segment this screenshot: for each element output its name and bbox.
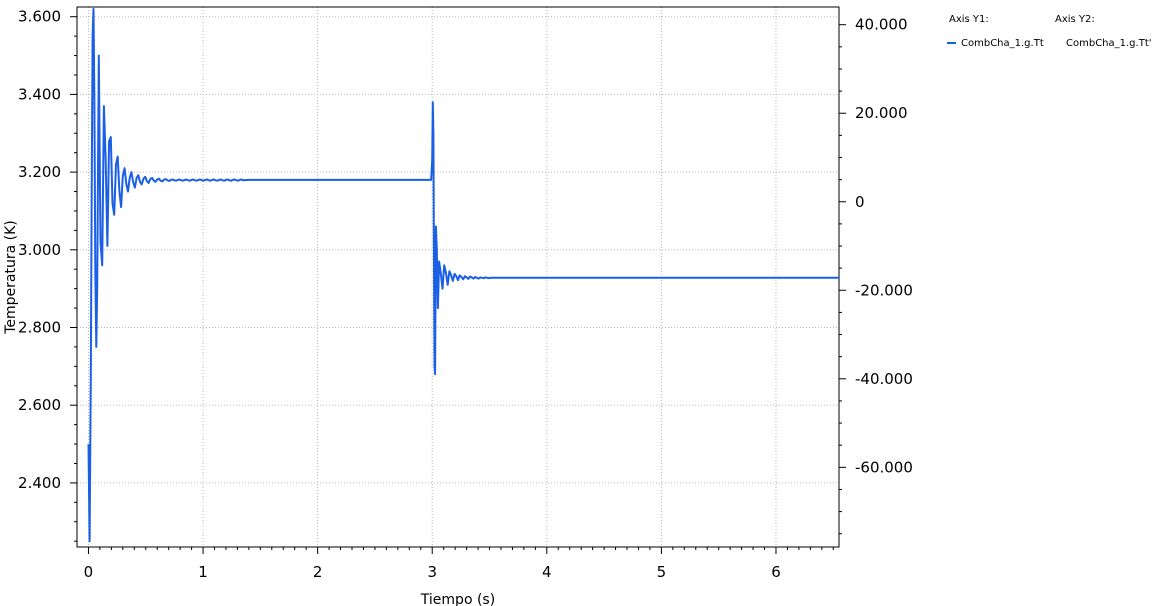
legend-swatch-y1 — [947, 42, 956, 44]
y1-tick-label: 3.200 — [18, 163, 61, 181]
axes: 0 1 2 3 4 5 6 2.400 2.600 2.800 3.000 3.200 3.400 3.6… — [18, 8, 913, 581]
series-layer — [87, 7, 839, 543]
y1-tick-label: 3.600 — [18, 8, 61, 26]
y-axis-label: Temperatura (K) — [3, 220, 19, 335]
x-tick-label: 2 — [313, 563, 323, 581]
legend: Axis Y1: Axis Y2: CombCha_1.g.Tt CombCha… — [940, 10, 1155, 60]
x-tick-label: 4 — [542, 563, 552, 581]
legend-y2-header: Axis Y2: — [1055, 14, 1095, 25]
y2-tick-label: 0 — [855, 193, 865, 211]
y2-tick-label: 40.000 — [855, 16, 908, 34]
y2-tick-label: -40.000 — [855, 370, 913, 388]
legend-item-y2[interactable]: CombCha_1.g.Tt' — [1066, 38, 1151, 49]
legend-y1-header: Axis Y1: — [949, 14, 989, 25]
y1-tick-label: 3.400 — [18, 85, 61, 103]
y1-tick-label: 2.600 — [18, 396, 61, 414]
x-tick-label: 3 — [427, 563, 437, 581]
y2-tick-label: -20.000 — [855, 281, 913, 299]
x-tick-label: 0 — [84, 563, 94, 581]
x-tick-label: 1 — [198, 563, 208, 581]
y1-tick-label: 2.400 — [18, 474, 61, 492]
legend-label-y2: CombCha_1.g.Tt' — [1066, 38, 1152, 49]
y2-tick-label: 20.000 — [855, 104, 908, 122]
x-tick-label: 6 — [771, 563, 781, 581]
y2-tick-label: -60.000 — [855, 458, 913, 476]
series-line-1 — [87, 7, 839, 543]
y1-tick-label: 3.000 — [18, 241, 61, 259]
legend-label-y1: CombCha_1.g.Tt — [961, 38, 1044, 49]
legend-item-y1[interactable]: CombCha_1.g.Tt — [947, 38, 1044, 49]
y1-tick-label: 2.800 — [18, 319, 61, 337]
x-tick-label: 5 — [657, 563, 667, 581]
x-axis-label: Tiempo (s) — [420, 592, 495, 606]
